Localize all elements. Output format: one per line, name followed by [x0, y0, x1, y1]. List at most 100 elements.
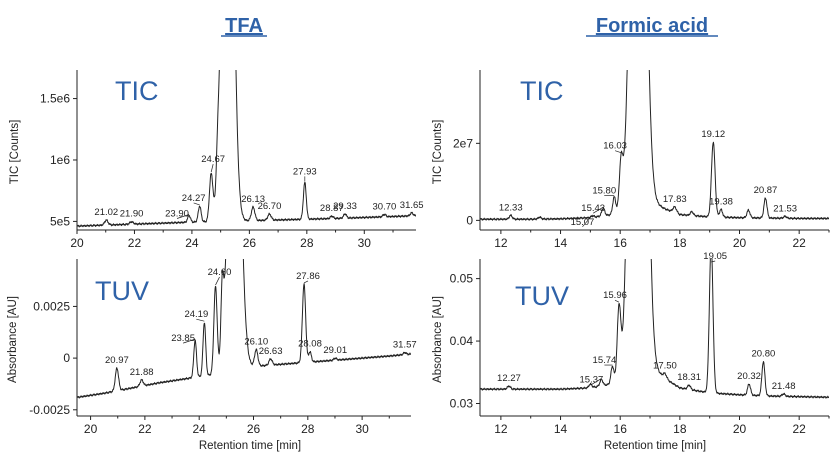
- y-axis-title: Absorbance [AU]: [7, 296, 19, 383]
- peak-label: 21.02: [94, 207, 118, 218]
- peak-leader: [614, 299, 620, 303]
- x-tick-label: 22: [792, 236, 806, 250]
- x-tick-label: 30: [355, 422, 369, 436]
- peak-label: 24.67: [201, 154, 225, 165]
- chromatogram-trace: [77, 70, 416, 228]
- y-tick-label: 0.05: [450, 272, 474, 286]
- x-tick-label: 30: [358, 236, 372, 250]
- peak-leader: [193, 202, 200, 206]
- chromatogram-trace: [77, 259, 411, 399]
- x-axis-title: Retention time [min]: [604, 440, 706, 452]
- peak-label: 15.74: [593, 355, 617, 366]
- x-tick-label: 14: [554, 422, 568, 436]
- x-tick-label: 26: [243, 236, 257, 250]
- peak-label: 20.87: [754, 185, 778, 196]
- y-axis-title: Absorbance [AU]: [432, 296, 444, 383]
- peak-label: 21.48: [772, 381, 796, 392]
- peak-leader: [582, 214, 593, 228]
- panel-label: TUV: [95, 276, 149, 306]
- peak-label: 31.57: [393, 339, 417, 350]
- chromatogram-trace: [480, 70, 829, 221]
- peak-label: 19.12: [701, 129, 725, 140]
- peak-label: 15.07: [571, 217, 595, 228]
- peak-label: 24.27: [182, 193, 206, 204]
- peak-label: 19.05: [703, 251, 727, 262]
- x-tick-label: 12: [494, 422, 508, 436]
- panel-label: TIC: [115, 76, 159, 106]
- peak-leader: [215, 276, 220, 286]
- peak-label: 28.08: [298, 339, 322, 350]
- peak-leader: [591, 378, 602, 385]
- x-tick-label: 28: [300, 236, 314, 250]
- x-tick-label: 20: [733, 236, 747, 250]
- y-axis-title: TIC [Counts]: [9, 120, 21, 185]
- x-tick-label: 14: [554, 236, 568, 250]
- peak-label: 26.63: [259, 346, 283, 357]
- chromatogram-trace: [480, 259, 829, 399]
- peak-label: 15.80: [592, 186, 616, 197]
- y-tick-label: 1.5e6: [40, 92, 70, 106]
- peak-label: 15.96: [603, 290, 627, 301]
- x-tick-label: 22: [792, 422, 806, 436]
- x-tick-label: 28: [301, 422, 315, 436]
- y-tick-label: 0.03: [450, 397, 474, 411]
- peak-leader: [196, 318, 205, 322]
- chart-panel-fa-tic: 12 14 16 18 20 22 0 2e7 TIC [Counts] TIC 12.33 15.0…: [432, 70, 830, 250]
- peak-label: 15.43: [581, 203, 605, 214]
- peak-label: 26.13: [241, 194, 265, 205]
- chart-panel-tfa-tuv: 20 22 24 26 28 30 -0.0025 0 0.0025 Absorbance [AU…: [7, 259, 417, 452]
- peak-leader: [210, 164, 214, 173]
- peak-label: 23.85: [171, 333, 195, 344]
- x-tick-label: 18: [673, 236, 687, 250]
- peak-label: 23.90: [165, 208, 189, 219]
- panel-label: TIC: [520, 76, 564, 106]
- peak-label: 16.03: [603, 141, 627, 152]
- peak-label: 24.60: [208, 267, 232, 278]
- y-tick-label: 0: [63, 351, 70, 365]
- chart-panel-tfa-tic: 20 22 24 26 28 30 5e5 1e6 1.5e6 TIC [Counts] TIC 21…: [9, 70, 424, 250]
- peak-label: 17.83: [663, 194, 687, 205]
- peak-label: 30.70: [373, 201, 397, 212]
- x-tick-label: 16: [614, 236, 628, 250]
- peak-label: 20.97: [105, 355, 129, 366]
- peak-leader: [303, 280, 309, 284]
- x-tick-label: 20: [70, 236, 84, 250]
- peak-label: 12.33: [499, 202, 523, 213]
- peak-label: 21.88: [130, 367, 154, 378]
- peak-label: 29.33: [333, 201, 357, 212]
- peak-label: 21.90: [120, 209, 144, 220]
- y-tick-label: 5e5: [50, 214, 70, 228]
- peak-label: 12.27: [497, 373, 521, 384]
- peak-label: 15.37: [580, 375, 604, 386]
- peak-label: 26.70: [258, 201, 282, 212]
- panel-label: TUV: [515, 281, 569, 311]
- peak-label: 20.80: [751, 348, 775, 359]
- x-tick-label: 16: [614, 422, 628, 436]
- column-title-tfa: TFA: [225, 15, 263, 37]
- y-axis-title: TIC [Counts]: [432, 120, 444, 185]
- peak-leader: [711, 260, 716, 263]
- peak-leader: [593, 206, 604, 214]
- peak-label: 26.10: [244, 336, 268, 347]
- x-tick-label: 20: [84, 422, 98, 436]
- y-tick-label: 0: [466, 213, 473, 227]
- peak-leader: [176, 214, 190, 219]
- peak-label: 31.65: [400, 200, 424, 211]
- peak-label: 21.53: [773, 203, 797, 214]
- x-tick-label: 12: [494, 236, 508, 250]
- peak-label: 24.19: [184, 309, 208, 320]
- chart-panel-fa-tuv: 12 14 16 18 20 22 0.03 0.04 0.05 Absorbance [AU] R…: [432, 251, 830, 452]
- peak-label: 19.38: [709, 196, 733, 207]
- peak-label: 27.86: [296, 271, 320, 282]
- x-tick-label: 22: [138, 422, 152, 436]
- y-tick-label: 0.04: [450, 334, 474, 348]
- peak-label: 28.87: [320, 203, 344, 214]
- panels-group: 20 22 24 26 28 30 5e5 1e6 1.5e6 TIC [Counts] TIC 21…: [7, 70, 830, 452]
- x-tick-label: 18: [673, 422, 687, 436]
- y-tick-label: -0.0025: [29, 403, 70, 417]
- x-axis-title: Retention time [min]: [199, 440, 301, 452]
- x-tick-label: 24: [185, 236, 199, 250]
- y-tick-label: 2e7: [453, 136, 473, 150]
- peak-label: 20.32: [737, 371, 761, 382]
